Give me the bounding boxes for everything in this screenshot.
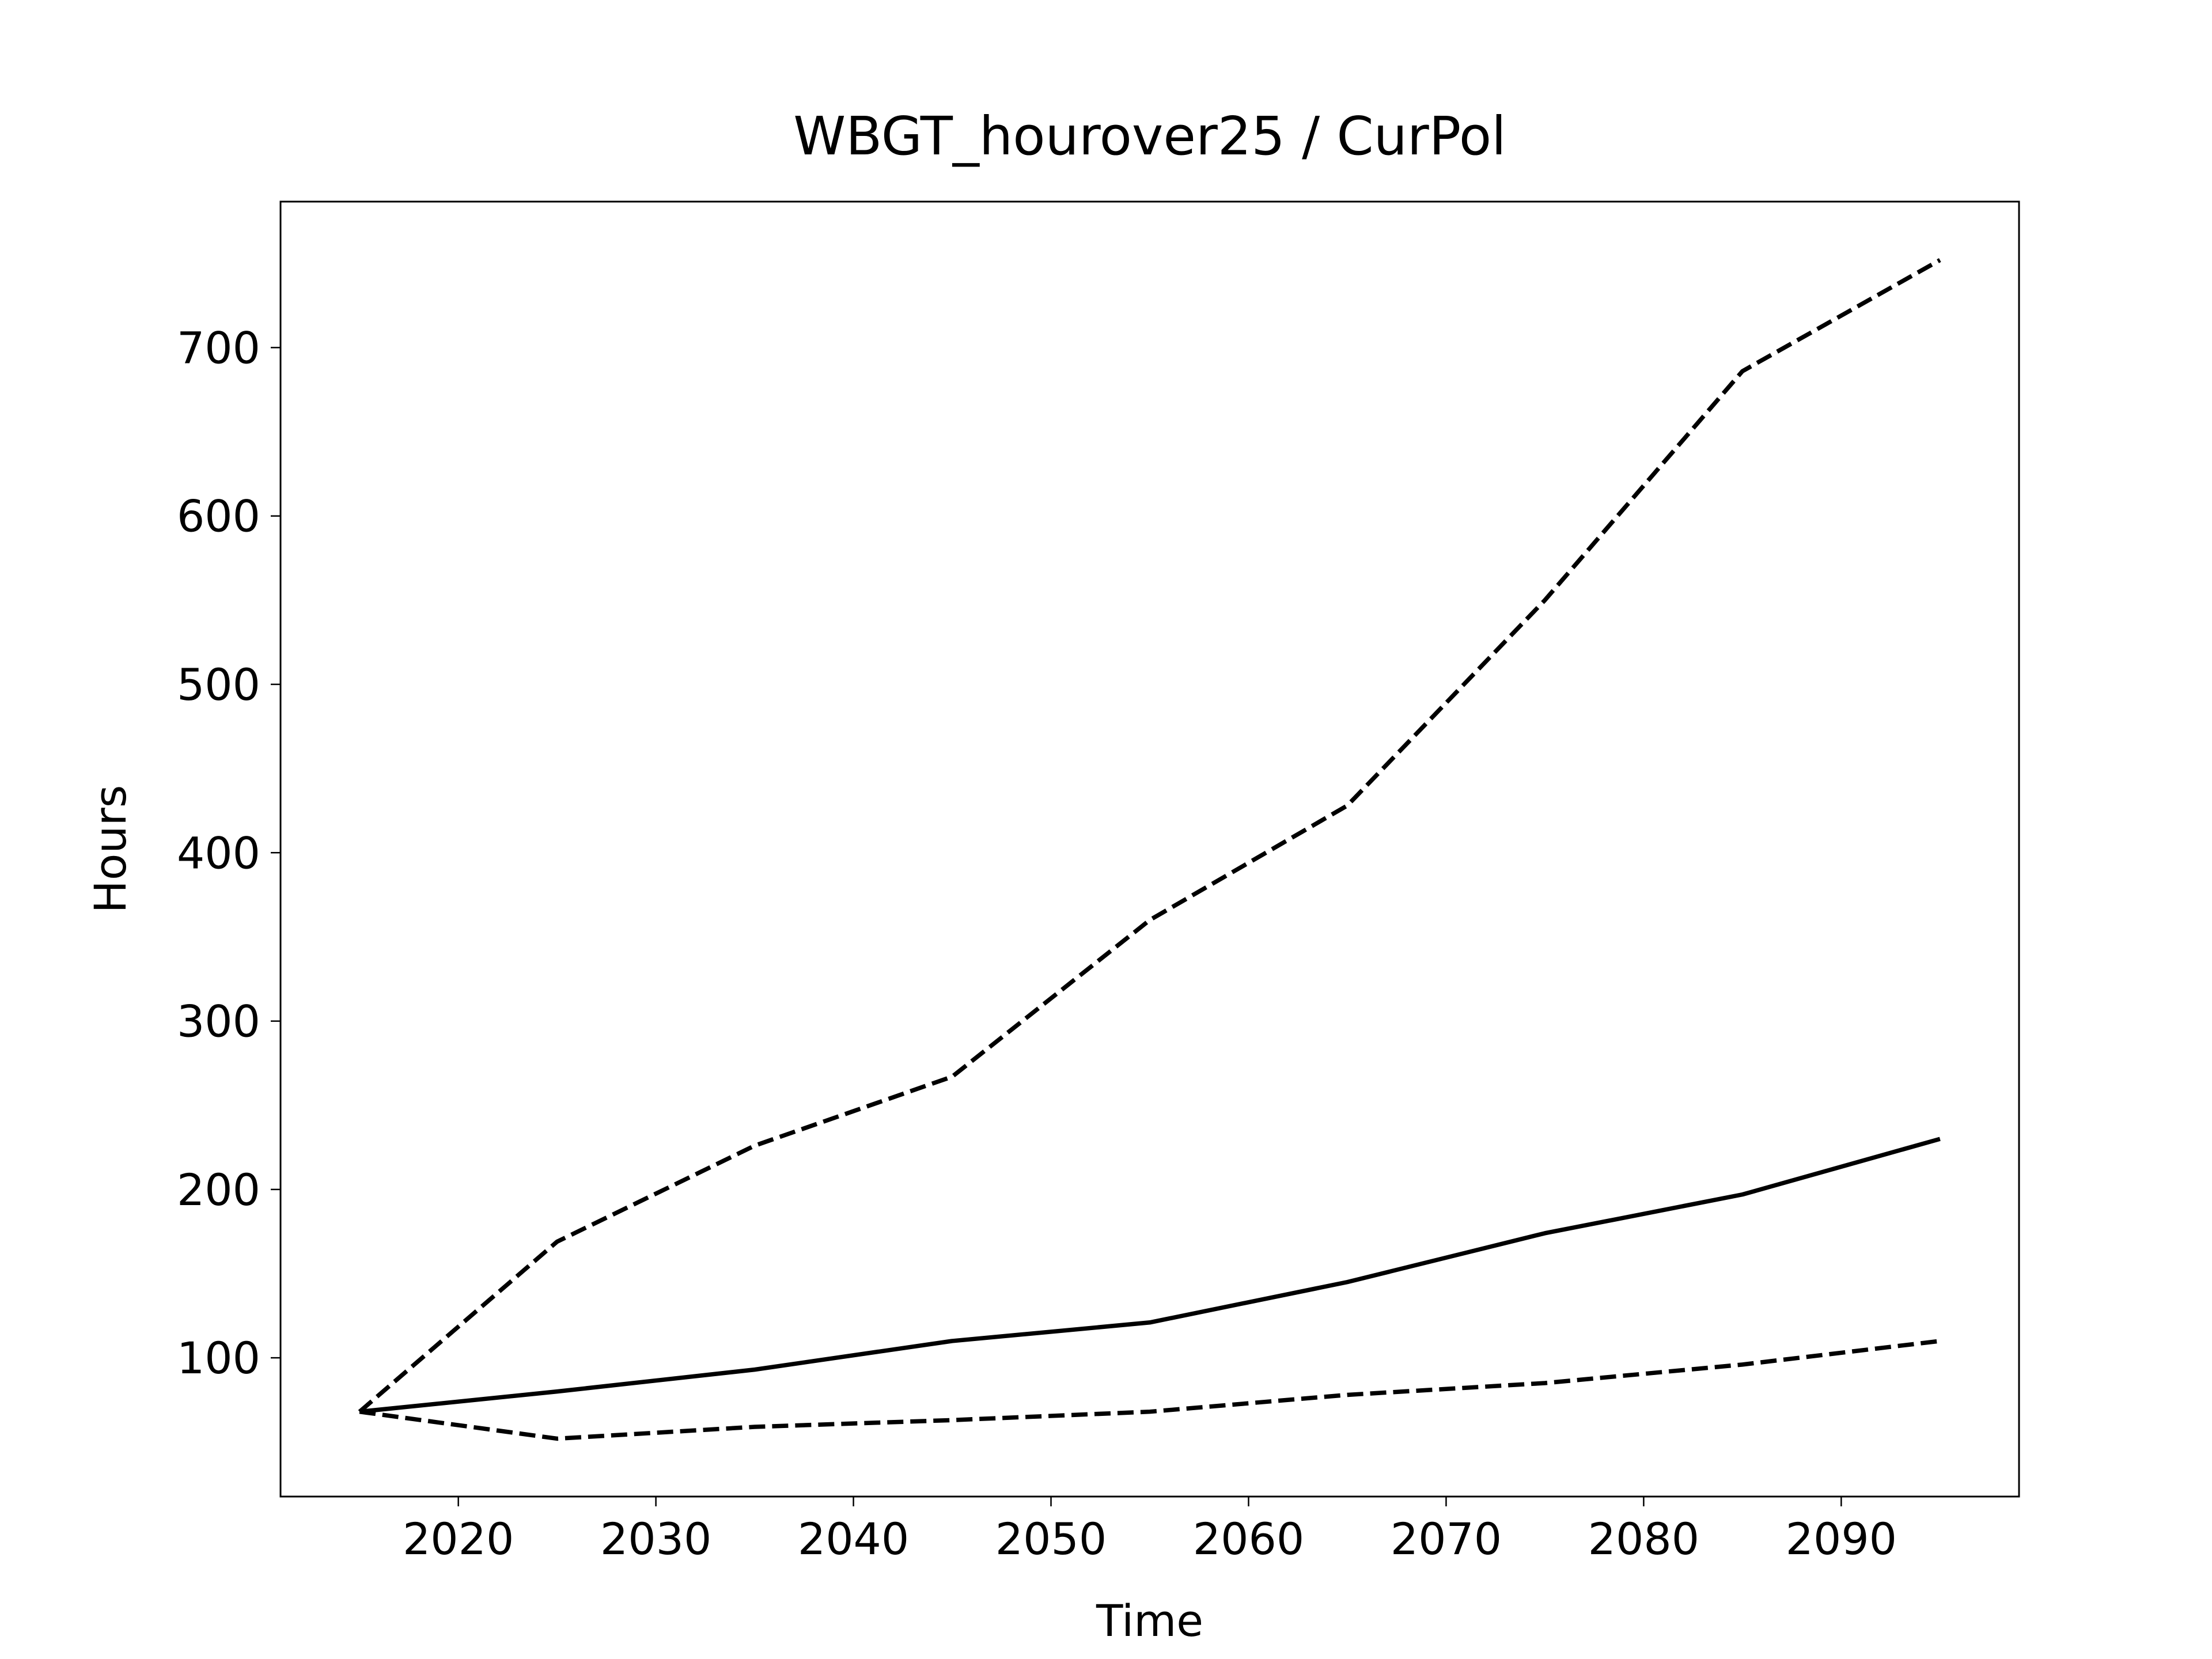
y-tick-label: 200 bbox=[177, 1164, 260, 1215]
y-tick-label: 700 bbox=[177, 322, 260, 373]
x-tick-label: 2080 bbox=[1588, 1513, 1699, 1565]
series-line bbox=[358, 258, 1941, 1414]
series-line bbox=[359, 1339, 1941, 1441]
x-tick-label: 2030 bbox=[600, 1513, 711, 1565]
y-tick-label: 500 bbox=[177, 659, 260, 710]
x-tick-label: 2090 bbox=[1786, 1513, 1897, 1565]
y-tick-label: 100 bbox=[177, 1332, 260, 1384]
chart-title: WBGT_hourover25 / CurPol bbox=[793, 105, 1506, 167]
series-line bbox=[359, 1137, 1941, 1414]
x-axis-label: Time bbox=[1096, 1595, 1203, 1646]
y-tick-label: 600 bbox=[177, 491, 260, 542]
x-tick-label: 2070 bbox=[1391, 1513, 1502, 1565]
x-tick-label: 2060 bbox=[1193, 1513, 1304, 1565]
plot-frame bbox=[279, 200, 2020, 1498]
x-tick-label: 2040 bbox=[798, 1513, 909, 1565]
x-tick-label: 2020 bbox=[403, 1513, 514, 1565]
x-tick-label: 2050 bbox=[995, 1513, 1107, 1565]
y-tick-label: 300 bbox=[177, 996, 260, 1047]
y-tick-label: 400 bbox=[177, 827, 260, 878]
y-axis-label: Hours bbox=[85, 785, 136, 914]
